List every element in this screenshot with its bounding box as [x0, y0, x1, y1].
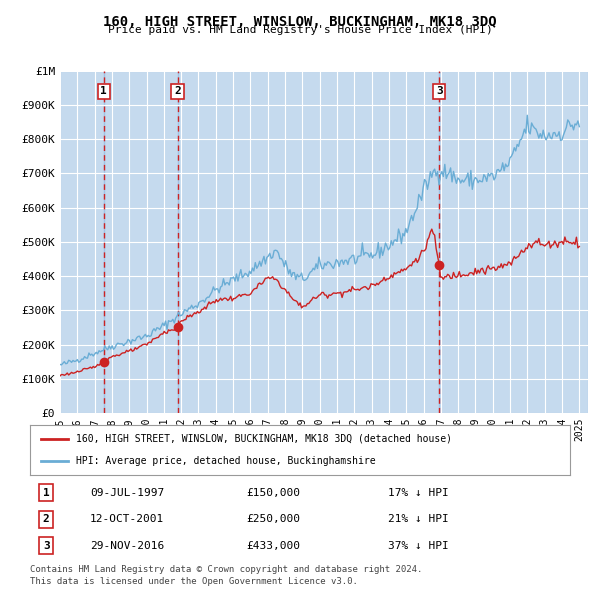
Text: 3: 3 [436, 86, 443, 96]
Text: 12-OCT-2001: 12-OCT-2001 [90, 514, 164, 524]
Text: 29-NOV-2016: 29-NOV-2016 [90, 540, 164, 550]
Text: 3: 3 [43, 540, 50, 550]
Text: 2: 2 [174, 86, 181, 96]
Bar [439, 71, 588, 413]
Text: 160, HIGH STREET, WINSLOW, BUCKINGHAM, MK18 3DQ: 160, HIGH STREET, WINSLOW, BUCKINGHAM, M… [103, 15, 497, 29]
Text: Contains HM Land Registry data © Crown copyright and database right 2024.: Contains HM Land Registry data © Crown c… [30, 565, 422, 574]
Text: 37% ↓ HPI: 37% ↓ HPI [388, 540, 449, 550]
Text: £250,000: £250,000 [246, 514, 300, 524]
Text: 1: 1 [100, 86, 107, 96]
Text: £433,000: £433,000 [246, 540, 300, 550]
Text: HPI: Average price, detached house, Buckinghamshire: HPI: Average price, detached house, Buck… [76, 456, 376, 466]
Text: £150,000: £150,000 [246, 488, 300, 498]
Text: 160, HIGH STREET, WINSLOW, BUCKINGHAM, MK18 3DQ (detached house): 160, HIGH STREET, WINSLOW, BUCKINGHAM, M… [76, 434, 452, 444]
Text: Price paid vs. HM Land Registry's House Price Index (HPI): Price paid vs. HM Land Registry's House … [107, 25, 493, 35]
Text: 09-JUL-1997: 09-JUL-1997 [90, 488, 164, 498]
Text: 21% ↓ HPI: 21% ↓ HPI [388, 514, 449, 524]
Bar [104, 71, 178, 413]
Bar [60, 71, 104, 413]
Text: 17% ↓ HPI: 17% ↓ HPI [388, 488, 449, 498]
Text: This data is licensed under the Open Government Licence v3.0.: This data is licensed under the Open Gov… [30, 577, 358, 586]
Bar [178, 71, 439, 413]
Text: 2: 2 [43, 514, 50, 524]
Text: 1: 1 [43, 488, 50, 498]
